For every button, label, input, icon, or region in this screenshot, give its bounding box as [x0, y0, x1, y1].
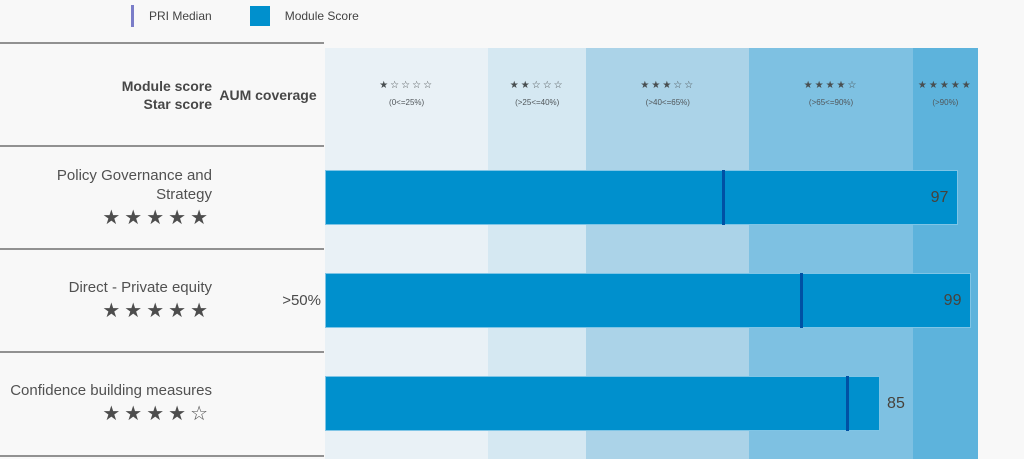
- table-row: Direct - Private equity ★★★★★ >50%: [0, 250, 324, 351]
- table-row: Policy Governance and Strategy ★★★★★: [0, 147, 324, 248]
- table-row: Confidence building measures ★★★★☆: [0, 353, 324, 454]
- band-star-rating: ★★★★★: [917, 80, 973, 91]
- band-star-rating: ★★☆☆☆: [509, 80, 565, 91]
- band-range-label: (>90%): [932, 98, 959, 107]
- module-star-rating: ★★★★★: [102, 206, 212, 229]
- band-range-label: (>65<=90%): [808, 98, 854, 107]
- divider: [0, 42, 324, 44]
- module-name: Confidence building measures: [10, 382, 212, 399]
- band-star-rating: ★★★★☆: [803, 80, 859, 91]
- band-range-label: (>40<=65%): [645, 98, 690, 107]
- star-score-header: Star score: [143, 95, 212, 112]
- module-name: Direct - Private equity: [68, 279, 212, 296]
- band-range-label: (0<=25%): [389, 98, 425, 107]
- divider: [0, 145, 324, 147]
- module-score-legend-label: Module Score: [284, 9, 359, 23]
- band-star-rating: ★★★☆☆: [640, 80, 696, 91]
- aum-coverage-value: >50%: [282, 292, 321, 309]
- pri-median-tick: [800, 273, 804, 328]
- divider: [0, 351, 324, 353]
- band-range-label: (>25<=40%): [515, 98, 560, 107]
- module-cell: Confidence building measures ★★★★☆: [0, 381, 212, 426]
- module-star-rating: ★★★★★: [102, 300, 212, 322]
- score-value-label: 99: [943, 292, 962, 309]
- score-value-label: 97: [930, 189, 949, 206]
- band-5-star: ★★★★★ (>90%): [912, 48, 978, 459]
- score-band-chart: ★☆☆☆☆ (0<=25%) ★★☆☆☆ (>25<=40%) ★★★☆☆ (>…: [325, 48, 978, 459]
- module-score-bar: [325, 376, 881, 431]
- table-header-row: Module score Star score AUM coverage: [0, 44, 324, 145]
- divider: [0, 455, 324, 457]
- pri-median-line-icon: [131, 5, 134, 27]
- module-star-rating: ★★★★☆: [102, 403, 212, 425]
- module-name: Policy Governance and Strategy: [56, 166, 212, 203]
- score-value-label: 85: [887, 395, 905, 412]
- chart-legend: PRI Median Module Score: [131, 2, 359, 30]
- aum-coverage-header: AUM coverage: [219, 86, 317, 103]
- module-cell: Policy Governance and Strategy ★★★★★: [0, 166, 212, 230]
- pri-median-tick: [845, 376, 849, 431]
- band-star-rating: ★☆☆☆☆: [379, 80, 435, 91]
- module-score-swatch-icon: [249, 6, 270, 26]
- divider: [0, 248, 324, 250]
- module-score-bar: [325, 170, 959, 225]
- module-score-header: Module score: [121, 77, 212, 94]
- module-score-bar: [325, 273, 972, 328]
- score-header-cell: Module score Star score: [0, 77, 212, 113]
- pri-median-legend-label: PRI Median: [149, 9, 212, 23]
- pri-median-tick: [721, 170, 725, 225]
- module-cell: Direct - Private equity ★★★★★: [0, 278, 212, 323]
